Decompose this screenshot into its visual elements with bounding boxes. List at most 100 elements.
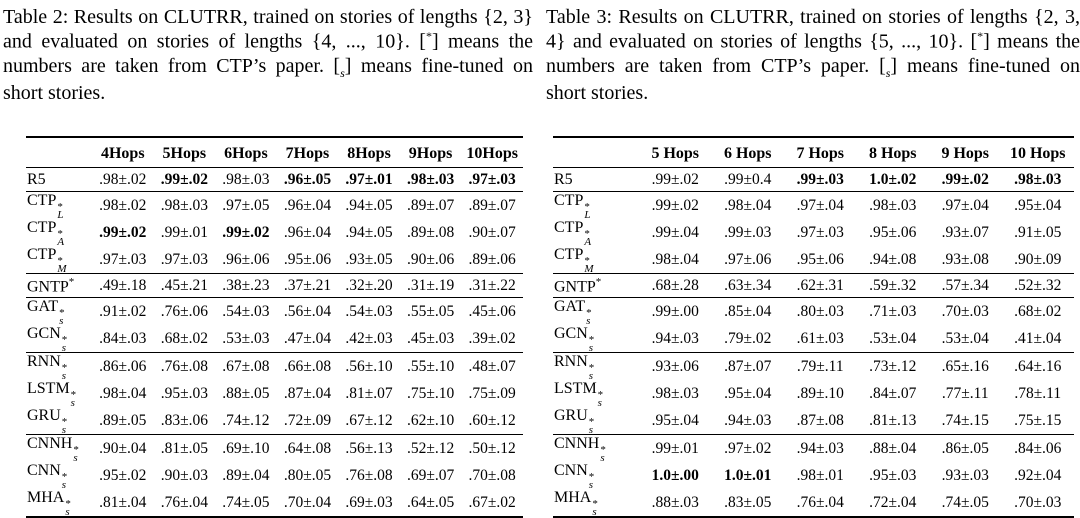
value-cell: .56±.04 <box>283 302 332 320</box>
row-label: CTP * L <box>554 192 591 222</box>
table-row: CTP * L .99±.02 .98±.04 .97±.04 .98±.03 .97±.04… <box>553 191 1074 222</box>
row-label: GNTP* <box>27 275 75 295</box>
value-cell: .94±.03 <box>651 329 699 347</box>
value-cell: .95±.02 <box>99 466 147 484</box>
value-cell: 1.0±.00 <box>651 466 699 484</box>
value-cell: .83±.06 <box>160 411 208 429</box>
table3-header: 5 Hops 6 Hops 7 Hops 8 Hops 9 Hops 10 Hops <box>553 137 1074 168</box>
value-cell: .94±.03 <box>796 439 844 457</box>
table2-header: 4Hops 5Hops 6Hops 7Hops 8Hops 9Hops 10Hops <box>26 137 523 168</box>
supsub-marker: * M <box>584 255 594 276</box>
supsub-marker: * s <box>61 362 68 383</box>
sup-marker: * <box>595 275 602 288</box>
supsub-marker: * s <box>73 444 79 465</box>
caption-segment: ] means fine-tuned on short stories. <box>3 55 533 105</box>
value-cell: .95±.03 <box>160 384 208 402</box>
supsub-marker: * s <box>600 444 606 465</box>
row-label: GAT * s <box>554 298 592 328</box>
value-cell: .76±.06 <box>160 302 208 320</box>
value-cell: .90±.06 <box>406 250 455 268</box>
value-cell: .94±.03 <box>724 411 772 429</box>
table-row: MHA * s .88±.03 .83±.05 .76±.04 .72±.04 .74±.05… <box>553 489 1074 518</box>
caption-segment: ] means the numbers are taken from CTP’s… <box>546 31 1080 78</box>
row-label: GRU * s <box>27 407 68 437</box>
supsub-marker: * A <box>57 228 65 249</box>
column-header: 10 Hops <box>1009 144 1066 162</box>
row-label: CTP * A <box>27 219 65 249</box>
value-cell: .98±.04 <box>651 250 699 268</box>
value-cell: .97±.03 <box>160 250 208 268</box>
value-cell: .54±.03 <box>222 302 270 320</box>
value-cell: .98±.03 <box>160 196 208 214</box>
row-label: MHA * s <box>27 489 71 518</box>
table2-column: Table 2: Results on CLUTRR, trained on s… <box>0 0 536 518</box>
supsub-marker: * s <box>61 471 68 492</box>
table-row: CNNH * s .99±.01 .97±.02 .94±.03 .88±.04 .86±.0… <box>553 434 1074 465</box>
value-cell: .93±.05 <box>345 250 393 268</box>
value-cell: .66±.08 <box>283 357 332 375</box>
table-row: LSTM * s .98±.04 .95±.03 .88±.05 .87±.04 .81±.0… <box>26 380 523 410</box>
sup-marker: * <box>68 275 75 288</box>
value-cell: .70±.04 <box>283 493 332 511</box>
table-row: CTP * L .98±.02 .98±.03 .97±.05 .96±.04 .94±.05… <box>26 191 523 222</box>
table-row: GRU * s .95±.04 .94±.03 .87±.08 .81±.13 .74±.15… <box>553 407 1074 436</box>
value-cell: .96±.05 <box>283 170 332 188</box>
supsub-marker: * s <box>70 389 77 410</box>
value-cell: .64±.08 <box>283 439 332 457</box>
value-cell: .72±.04 <box>869 493 917 511</box>
value-cell: .84±.03 <box>99 329 147 347</box>
value-cell: .71±.03 <box>869 302 917 320</box>
row-label: MHA * s <box>554 489 598 518</box>
value-cell: .48±.07 <box>468 357 516 375</box>
value-cell: .68±.02 <box>1014 302 1062 320</box>
value-cell: .90±.07 <box>468 223 516 241</box>
column-header: 6Hops <box>224 144 268 162</box>
table-row: CNN * s .95±.02 .90±.03 .89±.04 .80±.05 .76±.08… <box>26 462 523 492</box>
value-cell: .99±.03 <box>796 170 844 188</box>
supsub-marker: * M <box>57 255 67 276</box>
value-cell: .98±.03 <box>651 384 699 402</box>
header-row: 5 Hops 6 Hops 7 Hops 8 Hops 9 Hops 10 Hops <box>553 137 1074 168</box>
supsub-marker: * s <box>588 334 595 355</box>
caption-segment: Table 3: Results on CLUTRR, trained on s… <box>546 6 1080 54</box>
value-cell: .70±.03 <box>941 302 989 320</box>
value-cell: .98±.03 <box>869 196 917 214</box>
value-cell: .59±.32 <box>869 276 917 294</box>
value-cell: .90±.03 <box>160 466 208 484</box>
row-label: LSTM * s <box>27 380 77 410</box>
value-cell: .98±.03 <box>1014 170 1062 188</box>
value-cell: .90±.09 <box>1014 250 1062 268</box>
supsub-marker: * s <box>61 334 68 355</box>
column-header: 8Hops <box>347 144 391 162</box>
row-label: RNN * s <box>27 353 68 383</box>
table3-column: Table 3: Results on CLUTRR, trained on s… <box>536 0 1080 518</box>
header-row: 4Hops 5Hops 6Hops 7Hops 8Hops 9Hops 10Hops <box>26 137 523 168</box>
supsub-marker: * L <box>57 201 64 222</box>
value-cell: .75±.10 <box>406 384 455 402</box>
table3-caption: Table 3: Results on CLUTRR, trained on s… <box>546 5 1080 105</box>
table-row: RNN * s .93±.06 .87±.07 .79±.11 .73±.12 .65±.16… <box>553 352 1074 382</box>
value-cell: .56±.13 <box>345 439 393 457</box>
value-cell: .89±.04 <box>222 466 270 484</box>
value-cell: .93±.08 <box>941 250 989 268</box>
column-header: 9Hops <box>408 144 453 162</box>
value-cell: .45±.21 <box>160 276 208 294</box>
table-row: GAT * s .99±.00 .85±.04 .80±.03 .71±.03 .70±.03… <box>553 297 1074 328</box>
value-cell: .74±.12 <box>222 411 270 429</box>
table2-body: R5 .98±.02 .99±.02 .98±.03 .96±.05 .97±.01 .98… <box>26 167 523 518</box>
value-cell: .45±.03 <box>406 329 455 347</box>
table-row: MHA * s .81±.04 .76±.04 .74±.05 .70±.04 .69±.03… <box>26 489 523 518</box>
value-cell: .49±.18 <box>99 276 147 294</box>
column-header: 8 Hops <box>868 144 917 162</box>
table-row: GCN * s .94±.03 .79±.02 .61±.03 .53±.04 .53±.04… <box>553 325 1074 355</box>
value-cell: 1.0±.02 <box>869 170 917 188</box>
value-cell: .68±.28 <box>651 276 699 294</box>
row-label: CTP * M <box>554 246 594 276</box>
value-cell: .95±.04 <box>1014 196 1062 214</box>
value-cell: .67±.08 <box>222 357 270 375</box>
value-cell: .94±.05 <box>345 223 393 241</box>
table-row: CNNH * s .90±.04 .81±.05 .69±.10 .64±.08 .56±.1… <box>26 434 523 465</box>
value-cell: .97±.04 <box>941 196 989 214</box>
table-row: LSTM * s .98±.03 .95±.04 .89±.10 .84±.07 .77±.1… <box>553 380 1074 409</box>
value-cell: .80±.05 <box>283 466 332 484</box>
